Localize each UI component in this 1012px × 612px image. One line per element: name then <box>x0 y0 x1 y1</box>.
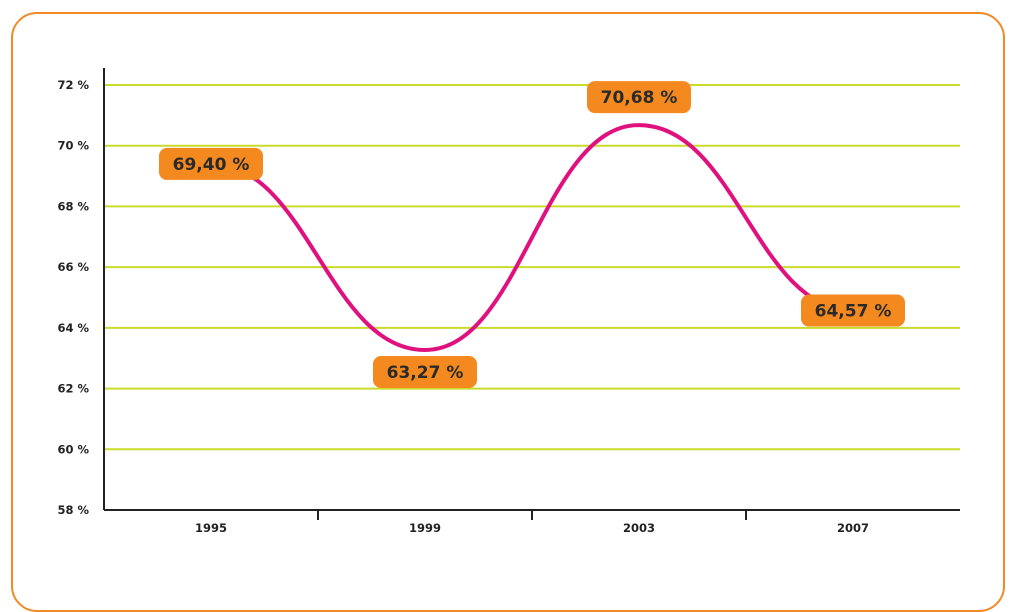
line-chart: 58 %60 %62 %64 %66 %68 %70 %72 % 1995 199… <box>57 68 960 535</box>
series-line-path <box>209 123 855 353</box>
series-line <box>209 123 855 353</box>
data-labels: 69,40 % 63,27 % 70,68 % 64,57 % <box>159 81 905 389</box>
x-tick-label: 2003 <box>623 521 655 535</box>
x-tick-label: 1995 <box>195 521 227 535</box>
data-label-text: 63,27 % <box>387 363 464 383</box>
data-label-box <box>159 147 263 180</box>
x-tick-label: 1999 <box>409 521 441 535</box>
data-label-box <box>373 356 477 389</box>
y-tick-label: 62 % <box>57 382 89 396</box>
data-label-text: 70,68 % <box>601 88 678 108</box>
data-label: 63,27 % <box>373 356 477 389</box>
gridlines <box>104 84 960 451</box>
y-tick-label: 70 % <box>57 139 89 153</box>
y-tick-label: 72 % <box>57 78 89 92</box>
y-tick-label: 66 % <box>57 260 89 274</box>
data-label-box <box>587 81 691 114</box>
data-label-box <box>801 294 905 327</box>
data-label: 64,57 % <box>801 294 905 327</box>
data-label: 69,40 % <box>159 147 263 180</box>
data-label-text: 69,40 % <box>173 155 250 175</box>
y-tick-label: 58 % <box>57 503 89 517</box>
y-tick-label: 64 % <box>57 321 89 335</box>
data-label-text: 64,57 % <box>815 302 892 322</box>
y-tick-label: 60 % <box>57 442 89 456</box>
axes <box>103 68 960 511</box>
x-tick-label: 2007 <box>837 521 869 535</box>
y-tick-label: 68 % <box>57 199 89 213</box>
x-axis-ticks: 1995 1999 2003 2007 <box>195 510 869 535</box>
y-axis-ticks: 58 % 60 % 62 % 64 % 66 % 68 % 70 % 72 % <box>57 78 89 517</box>
data-label: 70,68 % <box>587 81 691 114</box>
